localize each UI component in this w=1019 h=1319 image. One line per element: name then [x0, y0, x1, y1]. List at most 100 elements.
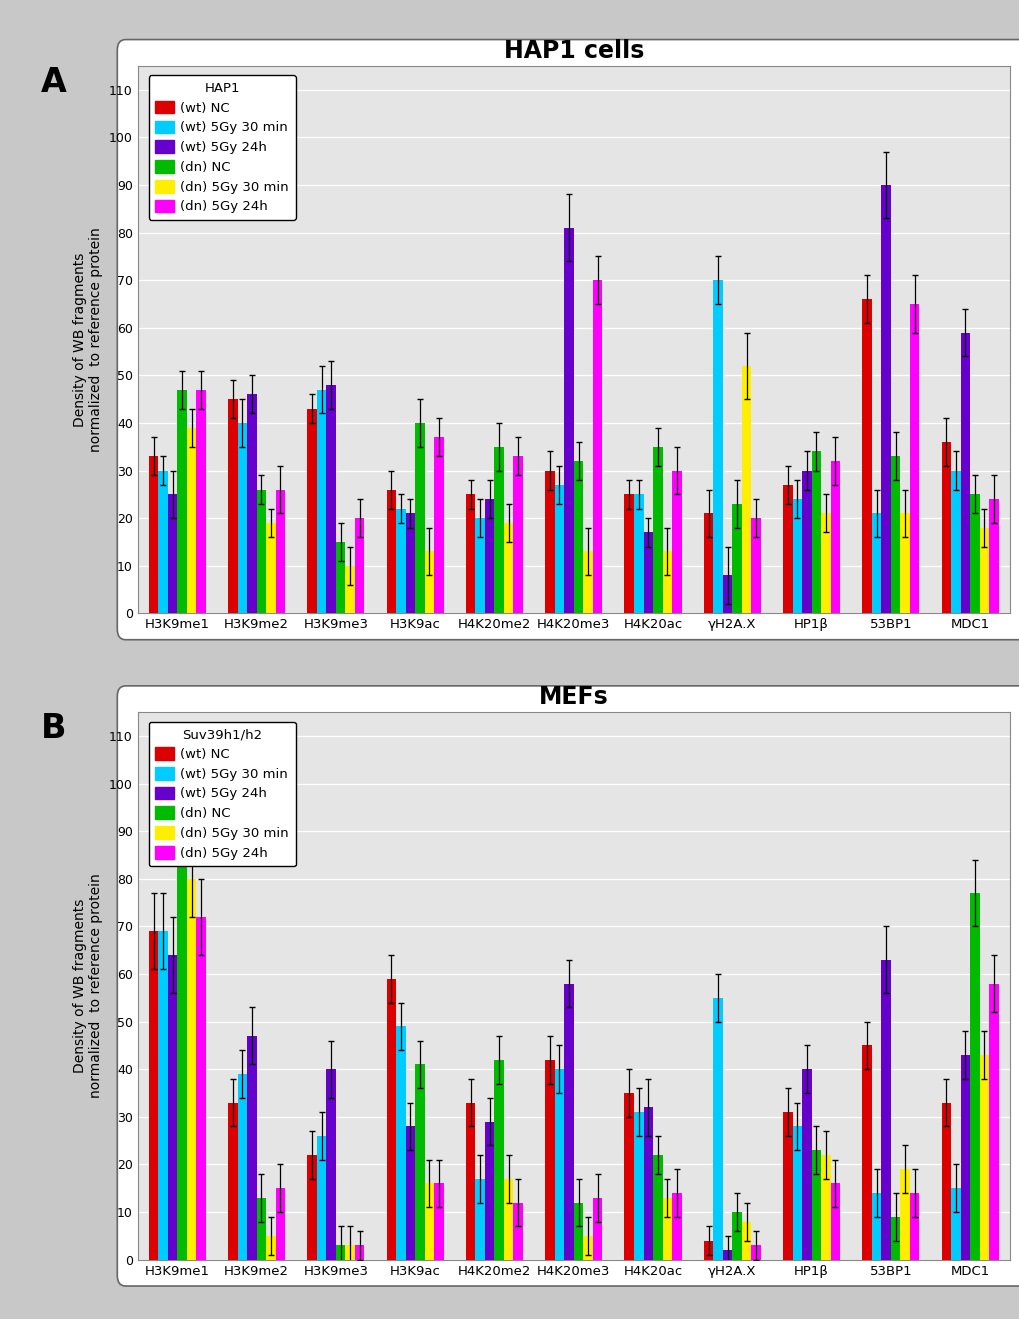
Bar	[228, 400, 237, 613]
Bar	[880, 960, 890, 1260]
Bar	[643, 533, 652, 613]
Bar	[345, 566, 355, 613]
Bar	[978, 528, 988, 613]
Text: B: B	[41, 712, 66, 745]
Text: A: A	[41, 66, 66, 99]
Bar	[386, 489, 395, 613]
Bar	[158, 471, 168, 613]
Bar	[960, 332, 969, 613]
Bar	[988, 984, 998, 1260]
Bar	[513, 456, 523, 613]
Bar	[355, 518, 364, 613]
Bar	[307, 1155, 317, 1260]
Bar	[237, 1074, 247, 1260]
Legend: (wt) NC, (wt) 5Gy 30 min, (wt) 5Gy 24h, (dn) NC, (dn) 5Gy 30 min, (dn) 5Gy 24h: (wt) NC, (wt) 5Gy 30 min, (wt) 5Gy 24h, …	[149, 721, 296, 867]
Bar	[820, 1155, 829, 1260]
Bar	[168, 495, 177, 613]
Bar	[829, 1183, 840, 1260]
Bar	[415, 423, 424, 613]
Bar	[941, 442, 950, 613]
Bar	[861, 1046, 871, 1260]
Bar	[326, 1070, 335, 1260]
Bar	[247, 394, 257, 613]
Bar	[406, 513, 415, 613]
Bar	[861, 299, 871, 613]
Bar	[484, 1121, 494, 1260]
Bar	[275, 489, 285, 613]
Bar	[434, 437, 443, 613]
Bar	[466, 1103, 475, 1260]
Bar	[909, 1192, 918, 1260]
Bar	[900, 1169, 909, 1260]
Bar	[950, 1188, 960, 1260]
Bar	[307, 409, 317, 613]
Bar	[317, 1136, 326, 1260]
Bar	[751, 1245, 760, 1260]
Bar	[643, 1108, 652, 1260]
Bar	[197, 917, 206, 1260]
Bar	[792, 1126, 801, 1260]
Bar	[228, 1103, 237, 1260]
Bar	[988, 499, 998, 613]
Bar	[811, 451, 820, 613]
Bar	[335, 1245, 345, 1260]
Bar	[751, 518, 760, 613]
Bar	[266, 522, 275, 613]
Bar	[703, 513, 712, 613]
Bar	[741, 1221, 751, 1260]
Bar	[703, 1241, 712, 1260]
Bar	[266, 1236, 275, 1260]
Bar	[345, 1245, 355, 1260]
Bar	[941, 1103, 950, 1260]
Bar	[592, 280, 601, 613]
Bar	[732, 1212, 741, 1260]
Bar	[149, 456, 158, 613]
Bar	[317, 389, 326, 613]
Bar	[672, 471, 681, 613]
Bar	[783, 1112, 792, 1260]
Bar	[969, 495, 978, 613]
Bar	[434, 1183, 443, 1260]
Bar	[503, 1179, 513, 1260]
Bar	[237, 423, 247, 613]
Legend: (wt) NC, (wt) 5Gy 30 min, (wt) 5Gy 24h, (dn) NC, (dn) 5Gy 30 min, (dn) 5Gy 24h: (wt) NC, (wt) 5Gy 30 min, (wt) 5Gy 24h, …	[149, 75, 296, 220]
Bar	[386, 979, 395, 1260]
Title: MEFs: MEFs	[538, 685, 608, 708]
Bar	[177, 389, 186, 613]
Bar	[909, 303, 918, 613]
Bar	[247, 1035, 257, 1260]
Bar	[503, 522, 513, 613]
Bar	[712, 280, 722, 613]
Bar	[168, 955, 177, 1260]
Bar	[326, 385, 335, 613]
Bar	[484, 499, 494, 613]
Bar	[978, 1055, 988, 1260]
Bar	[395, 509, 406, 613]
Bar	[257, 489, 266, 613]
Bar	[424, 1183, 434, 1260]
Bar	[186, 427, 197, 613]
Y-axis label: Density of WB fragments
normalized  to reference protein: Density of WB fragments normalized to re…	[73, 227, 103, 452]
Bar	[960, 1055, 969, 1260]
Bar	[624, 1093, 634, 1260]
Bar	[712, 998, 722, 1260]
Bar	[783, 485, 792, 613]
Bar	[574, 462, 583, 613]
Bar	[466, 495, 475, 613]
Title: HAP1 cells: HAP1 cells	[503, 38, 643, 62]
Y-axis label: Density of WB fragments
normalized  to reference protein: Density of WB fragments normalized to re…	[73, 873, 103, 1099]
Bar	[564, 228, 574, 613]
Bar	[494, 1059, 503, 1260]
Bar	[564, 984, 574, 1260]
Bar	[801, 471, 811, 613]
Bar	[186, 878, 197, 1260]
Bar	[149, 931, 158, 1260]
Bar	[890, 456, 900, 613]
Bar	[415, 1064, 424, 1260]
Bar	[820, 513, 829, 613]
Bar	[871, 513, 880, 613]
Bar	[545, 1059, 554, 1260]
Bar	[880, 185, 890, 613]
Bar	[732, 504, 741, 613]
Bar	[871, 1192, 880, 1260]
